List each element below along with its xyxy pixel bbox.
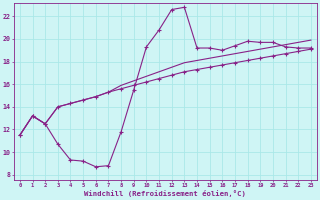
X-axis label: Windchill (Refroidissement éolien,°C): Windchill (Refroidissement éolien,°C) — [84, 190, 246, 197]
